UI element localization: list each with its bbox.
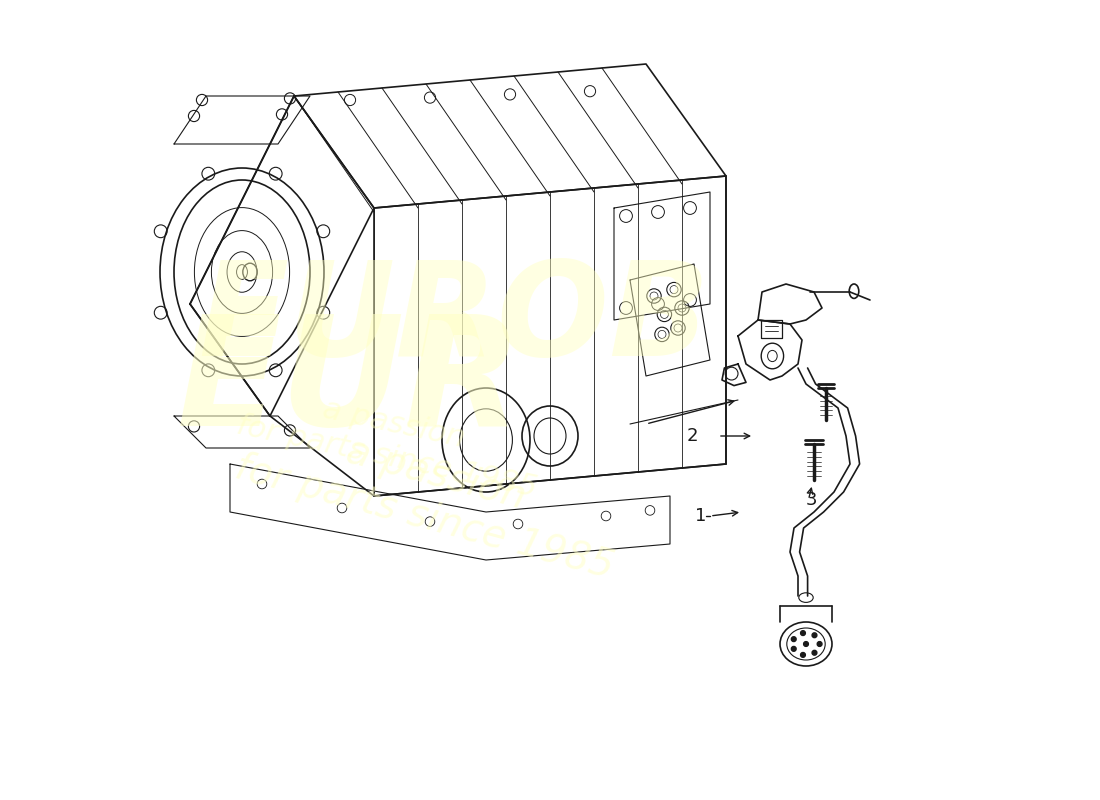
Circle shape — [812, 633, 817, 638]
Text: 3: 3 — [806, 491, 817, 509]
Circle shape — [804, 642, 808, 646]
Text: 2: 2 — [686, 427, 698, 445]
Circle shape — [801, 653, 805, 658]
Circle shape — [791, 637, 796, 642]
Text: EUR: EUR — [177, 310, 522, 458]
Circle shape — [817, 642, 822, 646]
Circle shape — [801, 630, 805, 635]
Text: 1: 1 — [694, 507, 706, 525]
Text: EUROB: EUROB — [198, 257, 710, 383]
Text: a passion
for parts since 1985: a passion for parts since 1985 — [231, 406, 629, 586]
Circle shape — [812, 650, 817, 655]
Text: a passion
for parts since 1985: a passion for parts since 1985 — [233, 378, 547, 502]
Circle shape — [791, 646, 796, 651]
